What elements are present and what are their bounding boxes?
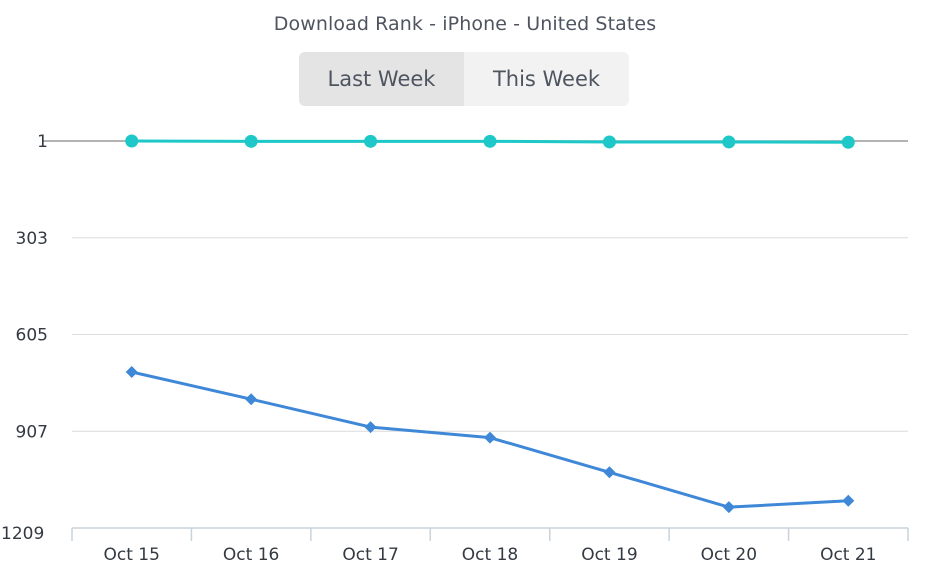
x-tick-label: Oct 18 [462, 545, 518, 565]
y-tick-label: 1209 [1, 524, 44, 544]
x-tick-label: Oct 16 [223, 545, 279, 565]
data-point-circle[interactable] [722, 135, 736, 149]
data-point-diamond[interactable] [364, 421, 377, 434]
data-point-circle[interactable] [483, 134, 497, 148]
data-point-diamond[interactable] [722, 501, 735, 514]
x-tick-label: Oct 19 [581, 545, 637, 565]
y-tick-label: 605 [16, 326, 48, 346]
this-week-button[interactable]: This Week [464, 52, 629, 106]
chart-title: Download Rank - iPhone - United States [273, 13, 657, 35]
y-tick-label: 907 [16, 422, 48, 442]
y-tick-label: 1 [37, 132, 48, 152]
x-tick-label: Oct 21 [820, 545, 876, 565]
period-toggle: Last Week This Week [299, 52, 629, 106]
x-tick-label: Oct 20 [701, 545, 757, 565]
data-point-diamond[interactable] [245, 393, 258, 406]
data-point-circle[interactable] [841, 135, 855, 149]
x-tick-label: Oct 15 [103, 545, 159, 565]
data-point-circle[interactable] [125, 134, 139, 148]
data-point-diamond[interactable] [842, 494, 855, 507]
data-point-diamond[interactable] [603, 466, 616, 479]
last-week-button[interactable]: Last Week [299, 52, 464, 106]
data-point-circle[interactable] [244, 134, 258, 148]
data-point-diamond[interactable] [484, 431, 496, 444]
data-point-circle[interactable] [602, 135, 616, 149]
data-point-diamond[interactable] [125, 365, 138, 378]
x-tick-label: Oct 17 [342, 545, 398, 565]
y-tick-label: 303 [16, 229, 48, 249]
data-point-circle[interactable] [364, 134, 378, 148]
